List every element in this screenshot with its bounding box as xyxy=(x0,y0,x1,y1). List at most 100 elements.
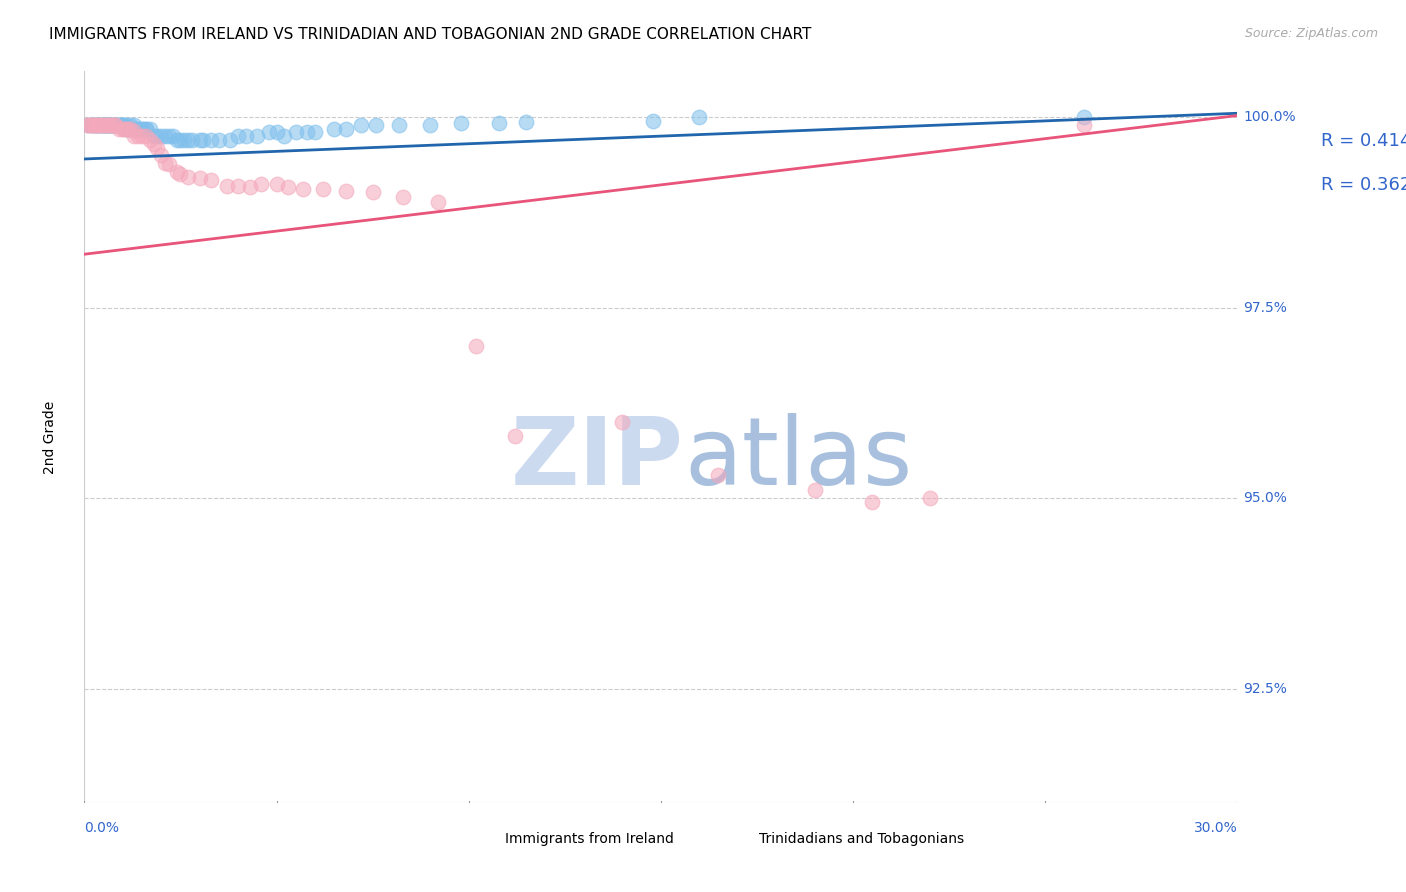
Point xyxy=(169,133,191,147)
Point xyxy=(488,116,510,130)
Point xyxy=(166,133,188,147)
Point xyxy=(388,118,411,132)
Point xyxy=(181,133,204,147)
Point xyxy=(304,125,326,139)
Point xyxy=(111,118,134,132)
Point xyxy=(93,118,115,132)
Point xyxy=(84,118,107,132)
Point xyxy=(80,118,103,132)
Point xyxy=(108,118,131,132)
Point xyxy=(707,468,730,483)
Point xyxy=(918,491,941,505)
FancyBboxPatch shape xyxy=(1271,121,1308,161)
Point xyxy=(127,121,149,136)
Point xyxy=(142,129,165,144)
Point xyxy=(146,140,169,154)
Point xyxy=(100,118,122,132)
Point xyxy=(153,129,176,144)
Point xyxy=(688,110,710,124)
Point xyxy=(84,118,107,132)
Point xyxy=(124,121,146,136)
Point xyxy=(173,133,195,147)
Point xyxy=(284,125,307,139)
Point xyxy=(1073,110,1095,124)
FancyBboxPatch shape xyxy=(1244,106,1406,219)
Point xyxy=(84,118,107,132)
Point xyxy=(138,133,160,147)
Point xyxy=(77,118,100,132)
Point xyxy=(100,118,122,132)
Text: 30.0%: 30.0% xyxy=(1194,821,1237,835)
Point xyxy=(612,415,634,429)
Point xyxy=(131,129,153,144)
Point xyxy=(361,185,384,199)
Text: 97.5%: 97.5% xyxy=(1243,301,1286,315)
Point xyxy=(250,177,273,191)
Point xyxy=(115,121,138,136)
Point xyxy=(239,180,262,194)
Point xyxy=(138,121,160,136)
Point xyxy=(503,428,526,442)
Point xyxy=(77,118,100,132)
Point xyxy=(335,121,357,136)
Point xyxy=(124,129,146,144)
FancyBboxPatch shape xyxy=(465,829,499,850)
Point xyxy=(108,118,131,132)
Point xyxy=(226,129,249,144)
Point xyxy=(108,121,131,136)
Point xyxy=(96,118,118,132)
Point xyxy=(323,121,346,136)
Point xyxy=(219,133,242,147)
Point xyxy=(350,118,373,132)
Point xyxy=(100,118,122,132)
Point xyxy=(419,118,441,132)
Text: R = 0.414   N = 81: R = 0.414 N = 81 xyxy=(1322,132,1406,150)
Point xyxy=(124,124,146,138)
Point xyxy=(100,118,122,132)
Point xyxy=(153,155,176,169)
Point xyxy=(150,129,173,144)
Point xyxy=(208,133,231,147)
Point xyxy=(104,118,127,132)
Point xyxy=(100,118,122,132)
FancyBboxPatch shape xyxy=(1271,165,1308,205)
Point xyxy=(135,121,157,136)
Text: Immigrants from Ireland: Immigrants from Ireland xyxy=(505,832,673,847)
Point xyxy=(93,118,115,132)
Point xyxy=(803,483,825,498)
Point xyxy=(215,178,238,193)
Point xyxy=(860,495,883,509)
Point xyxy=(366,118,388,132)
Point xyxy=(643,114,665,128)
Text: Source: ZipAtlas.com: Source: ZipAtlas.com xyxy=(1244,27,1378,40)
Point xyxy=(77,118,100,132)
Text: atlas: atlas xyxy=(683,413,912,505)
Text: 100.0%: 100.0% xyxy=(1243,110,1296,124)
Point xyxy=(157,129,180,144)
Point xyxy=(226,178,249,193)
Point xyxy=(392,190,415,204)
Point xyxy=(235,129,257,144)
Point xyxy=(108,118,131,132)
Point xyxy=(127,129,149,144)
Point xyxy=(124,118,146,132)
Point xyxy=(266,125,288,139)
Point xyxy=(131,121,153,136)
Point xyxy=(169,167,191,181)
Point xyxy=(80,118,103,132)
Point xyxy=(311,182,333,196)
Point xyxy=(89,118,111,132)
Point xyxy=(111,121,134,136)
Point xyxy=(115,121,138,136)
Text: 2nd Grade: 2nd Grade xyxy=(42,401,56,474)
Point xyxy=(115,118,138,132)
Point xyxy=(1073,118,1095,132)
Point xyxy=(96,118,118,132)
Point xyxy=(111,121,134,136)
Point xyxy=(120,118,142,132)
Point xyxy=(111,118,134,132)
Point xyxy=(257,125,280,139)
Point xyxy=(93,118,115,132)
Point xyxy=(131,121,153,136)
Point xyxy=(277,180,299,194)
